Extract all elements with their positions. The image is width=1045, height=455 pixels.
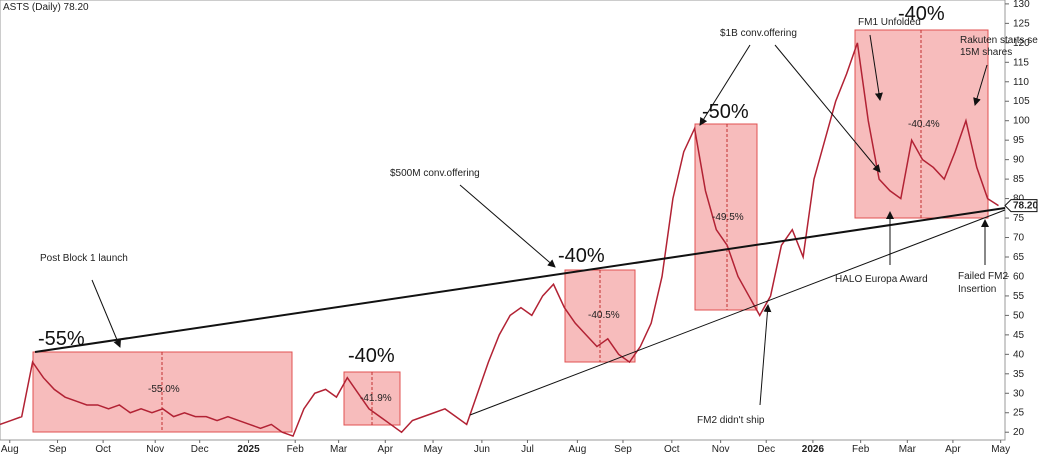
drawdown-pct: -49.5%: [712, 212, 744, 223]
chart-title: ASTS (Daily) 78.20: [3, 2, 89, 13]
x-tick-label: Mar: [899, 444, 917, 455]
x-tick-label: Nov: [146, 444, 164, 455]
x-tick-label: Oct: [664, 444, 680, 455]
y-tick-label: 45: [1013, 330, 1025, 341]
x-tick-label: Aug: [1, 444, 19, 455]
drawdown-label: -55%: [38, 328, 85, 350]
note: FM2 didn't ship: [697, 415, 765, 426]
drawdown-label: -40%: [558, 245, 605, 267]
y-tick-label: 30: [1013, 388, 1025, 399]
y-tick-label: 65: [1013, 252, 1025, 263]
y-tick-label: 130: [1013, 0, 1030, 10]
x-tick-label: Jul: [521, 444, 534, 455]
y-tick-label: 35: [1013, 369, 1025, 380]
last-price-label: 78.20: [1013, 201, 1038, 212]
x-tick-label: Jun: [474, 444, 490, 455]
drawdown-label: -50%: [702, 101, 749, 123]
x-tick-label: Apr: [378, 444, 394, 455]
y-tick-label: 50: [1013, 310, 1025, 321]
x-tick-label: May: [991, 444, 1010, 455]
drawdown-label: -40%: [348, 345, 395, 367]
x-tick-label: Dec: [191, 444, 209, 455]
arrow: [973, 64, 988, 106]
y-tick-label: 55: [1013, 291, 1025, 302]
x-tick-label: 2026: [802, 444, 825, 455]
note: Rakuten starts se: [960, 35, 1038, 46]
x-tick-label: Sep: [49, 444, 67, 455]
y-tick-label: 110: [1013, 77, 1029, 88]
y-tick-label: 125: [1013, 18, 1030, 29]
plot-frame: [0, 0, 1006, 441]
arrow: [459, 184, 556, 268]
arrow: [91, 279, 121, 348]
y-tick-label: 25: [1013, 408, 1025, 419]
note: 15M shares: [960, 47, 1012, 58]
note: $500M conv.offering: [390, 168, 480, 179]
y-tick-label: 80: [1013, 194, 1025, 205]
drawdown-pct: -40.5%: [588, 310, 620, 321]
y-tick-label: 40: [1013, 349, 1025, 360]
y-tick-label: 100: [1013, 116, 1030, 127]
y-tick-label: 85: [1013, 174, 1025, 185]
drawdown-label: -40%: [898, 3, 945, 25]
note: FM1 Unfolded: [858, 17, 921, 28]
y-tick-label: 115: [1013, 57, 1029, 68]
y-tick-label: 90: [1013, 155, 1025, 166]
x-tick-label: Mar: [330, 444, 348, 455]
arrow: [774, 44, 881, 173]
y-tick-label: 95: [1013, 135, 1025, 146]
x-tick-label: 2025: [237, 444, 260, 455]
x-tick-label: Feb: [852, 444, 870, 455]
arrow: [759, 304, 772, 406]
note: Post Block 1 launch: [40, 253, 128, 264]
y-tick-label: 70: [1013, 233, 1025, 244]
trend-line: [469, 209, 1006, 416]
arrow: [699, 44, 751, 126]
note: HALO Europa Award: [835, 274, 928, 285]
x-tick-label: Oct: [95, 444, 111, 455]
drawdown-pct: -41.9%: [360, 393, 392, 404]
x-tick-label: May: [424, 444, 443, 455]
note: Insertion: [958, 284, 996, 295]
drawdown-box: [694, 123, 758, 311]
arrow: [869, 34, 883, 101]
x-tick-label: Dec: [757, 444, 775, 455]
drawdown-pct: -55.0%: [148, 384, 180, 395]
y-tick-label: 120: [1013, 38, 1030, 49]
y-tick-label: 60: [1013, 271, 1025, 282]
y-tick-label: 75: [1013, 213, 1025, 224]
x-tick-label: Feb: [287, 444, 305, 455]
x-tick-label: Sep: [614, 444, 632, 455]
y-tick-label: 20: [1013, 427, 1025, 438]
note: $1B conv.offering: [720, 28, 797, 39]
note: Failed FM2: [958, 271, 1008, 282]
trend-line: [34, 207, 1006, 353]
drawdown-pct: -40.4%: [908, 119, 940, 130]
last-price-marker: [1004, 199, 1038, 213]
x-tick-label: Nov: [712, 444, 730, 455]
x-tick-label: Aug: [568, 444, 586, 455]
y-tick-label: 105: [1013, 96, 1030, 107]
x-tick-label: Apr: [945, 444, 961, 455]
